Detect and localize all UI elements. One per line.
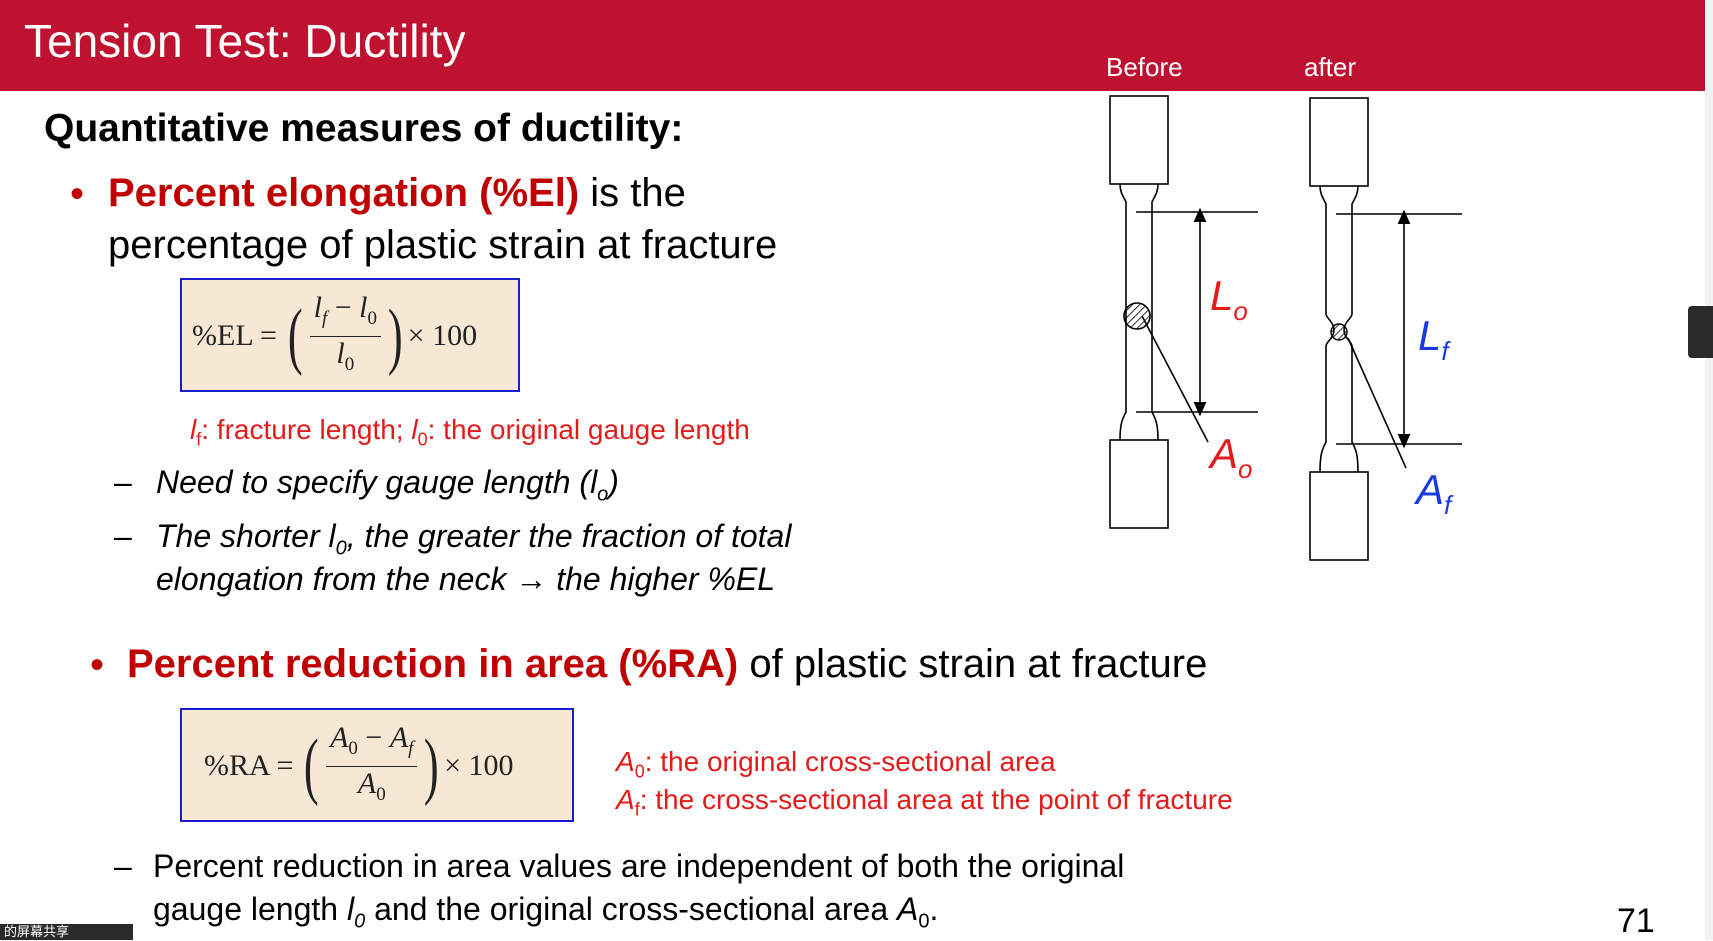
cross-section-before: [1123, 302, 1151, 330]
label-Lf: Lf: [1418, 312, 1451, 366]
elongation-line-2: percentage of plastic strain at fracture: [108, 223, 778, 267]
formula-fraction: lf − l0 l0: [309, 291, 381, 382]
screen-share-tag[interactable]: 的屏幕共享: [0, 924, 133, 940]
side-panel-tab[interactable]: [1688, 306, 1713, 358]
reduction-term: Percent reduction in area (%RA): [127, 642, 739, 686]
bullet-dot-2: •: [90, 643, 105, 687]
reduction-note-1: Percent reduction in area values are ind…: [153, 848, 1125, 884]
reduction-caption-1: A0: the original cross-sectional area: [616, 746, 1056, 782]
label-Af: Af: [1413, 466, 1454, 520]
section-heading: Quantitative measures of ductility:: [44, 107, 684, 150]
page-number: 71: [1617, 902, 1655, 940]
reduction-caption-2: Af: the cross-sectional area at the poin…: [616, 784, 1233, 820]
label-Ao: Ao: [1207, 430, 1252, 484]
elongation-rest-1: is the: [579, 171, 686, 215]
gauge-length-note: Need to specify gauge length (lo): [156, 464, 619, 506]
specimen-after: [1309, 97, 1462, 561]
bullet-dot: •: [70, 172, 85, 216]
shorter-gauge-note-2: elongation from the neck → the higher %E…: [156, 561, 776, 597]
formula-fraction-ra: A0 − Af A0: [326, 721, 418, 812]
formula-lhs-ra: %RA =: [204, 749, 294, 782]
cross-section-after: [1330, 323, 1348, 341]
formula-lhs: %EL =: [192, 319, 277, 352]
reduction-line: Percent reduction in area (%RA) of plast…: [127, 642, 1207, 687]
specimen-diagram: Lo Ao Lf Af: [1109, 95, 1462, 561]
slide-title: Tension Test: Ductility: [24, 15, 466, 67]
dash-1: –: [114, 464, 132, 500]
elongation-term: Percent elongation (%El): [108, 171, 580, 215]
label-after: after: [1304, 52, 1357, 82]
right-scroll-strip: [1705, 0, 1713, 940]
shorter-gauge-note-1: The shorter l0, the greater the fraction…: [156, 518, 792, 560]
label-before: Before: [1106, 52, 1183, 82]
elongation-formula: %EL = ( lf − l0 l0 ) × 100: [180, 278, 520, 392]
elongation-line-1: Percent elongation (%El) is the: [108, 171, 686, 216]
formula-multiplier-ra: × 100: [444, 749, 514, 782]
dash-3: –: [114, 848, 132, 884]
reduction-rest: of plastic strain at fracture: [738, 642, 1208, 686]
reduction-note-2: gauge length l0 and the original cross-s…: [153, 891, 939, 933]
specimen-before: [1109, 95, 1258, 529]
reduction-formula: %RA = ( A0 − Af A0 ) × 100: [180, 708, 574, 822]
formula-multiplier: × 100: [407, 319, 478, 352]
dash-2: –: [114, 518, 132, 554]
title-bar: Tension Test: Ductility Before after: [0, 0, 1705, 91]
elongation-caption: lf: fracture length; l0: the original ga…: [190, 414, 750, 450]
label-Lo: Lo: [1210, 272, 1248, 326]
